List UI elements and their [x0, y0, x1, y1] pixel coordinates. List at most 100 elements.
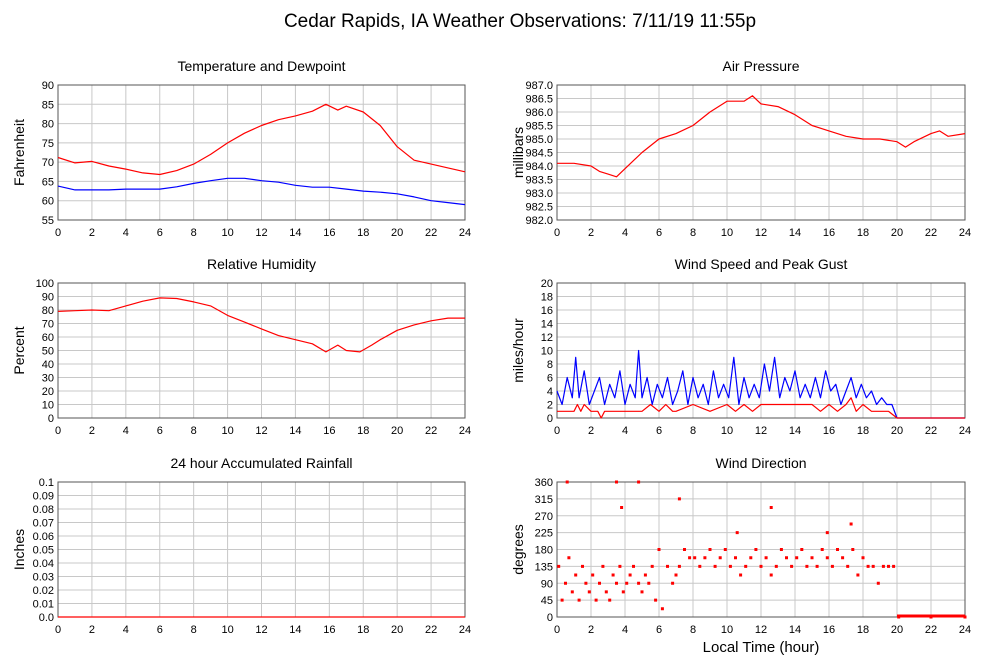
data-point — [830, 564, 834, 568]
x-tick-label: 22 — [925, 227, 937, 239]
series-line — [557, 397, 965, 419]
data-point — [637, 581, 641, 585]
x-tick-label: 14 — [789, 227, 801, 239]
x-tick-label: 0 — [554, 425, 560, 437]
data-point — [861, 556, 865, 560]
y-tick-label: 983.5 — [525, 175, 553, 187]
data-point — [654, 598, 658, 602]
data-point — [560, 598, 564, 602]
x-tick-label: 18 — [357, 227, 369, 239]
y-tick-label: 18 — [541, 292, 553, 304]
y-tick-label: 0.0 — [39, 612, 54, 624]
y-axis-label: degrees — [510, 524, 526, 575]
x-tick-label: 16 — [823, 425, 835, 437]
data-point — [887, 564, 890, 568]
data-point — [565, 480, 569, 484]
x-tick-label: 0 — [554, 227, 560, 239]
x-tick-label: 18 — [357, 624, 369, 636]
x-tick-label: 2 — [89, 425, 95, 437]
x-tick-label: 20 — [391, 624, 403, 636]
x-tick-label: 2 — [588, 624, 594, 636]
series-line — [57, 297, 465, 353]
y-tick-label: 984.5 — [525, 148, 553, 160]
data-point — [754, 548, 758, 551]
data-point — [795, 556, 799, 560]
x-tick-label: 10 — [221, 425, 233, 437]
y-tick-label: 20 — [541, 278, 553, 290]
x-tick-label: 14 — [289, 624, 301, 636]
data-point — [591, 573, 595, 577]
x-tick-label: 2 — [89, 624, 95, 636]
data-point — [647, 581, 651, 585]
y-tick-label: 982.5 — [525, 202, 553, 214]
data-point — [749, 556, 753, 560]
data-point — [693, 556, 697, 560]
y-tick-label: 0 — [48, 413, 54, 425]
data-point — [557, 564, 561, 568]
y-tick-label: 360 — [535, 477, 553, 489]
data-point — [892, 564, 896, 568]
x-tick-label: 12 — [755, 227, 767, 239]
data-point — [759, 564, 763, 568]
data-point — [841, 556, 845, 560]
x-tick-label: 4 — [622, 425, 628, 437]
series-line — [556, 349, 965, 419]
x-tick-label: 12 — [255, 425, 267, 437]
data-point — [744, 564, 748, 568]
data-point — [728, 564, 732, 568]
y-tick-label: 987.0 — [525, 80, 553, 92]
x-tick-label: 10 — [721, 624, 733, 636]
x-tick-label: 6 — [157, 624, 163, 636]
data-point — [660, 607, 664, 611]
x-tick-label: 14 — [789, 425, 801, 437]
y-tick-label: 45 — [541, 595, 553, 607]
y-axis-label: miles/hour — [510, 318, 526, 383]
x-tick-label: 16 — [823, 624, 835, 636]
dir-title: Wind Direction — [715, 455, 806, 471]
data-point — [628, 573, 632, 577]
data-point — [650, 564, 654, 568]
rh-title: Relative Humidity — [207, 256, 316, 272]
y-axis-label: Inches — [11, 529, 27, 570]
x-tick-label: 14 — [289, 425, 301, 437]
x-axis-label: Local Time (hour) — [703, 639, 820, 656]
data-point — [735, 531, 739, 535]
y-tick-label: 0.07 — [33, 518, 54, 530]
y-tick-label: 12 — [541, 332, 553, 344]
data-point — [790, 564, 794, 568]
data-point — [836, 548, 839, 551]
data-point — [825, 531, 829, 535]
y-tick-label: 986.0 — [525, 107, 553, 119]
x-tick-label: 2 — [588, 227, 594, 239]
x-tick-label: 20 — [391, 227, 403, 239]
y-tick-label: 986.5 — [525, 94, 553, 106]
data-point — [608, 598, 612, 602]
data-point — [876, 581, 880, 585]
data-point — [671, 581, 675, 585]
x-tick-label: 22 — [425, 227, 437, 239]
data-point — [611, 573, 615, 577]
rain-title: 24 hour Accumulated Rainfall — [170, 455, 352, 471]
y-tick-label: 0 — [547, 612, 553, 624]
y-tick-label: 20 — [42, 386, 54, 398]
data-point — [564, 581, 567, 585]
x-tick-label: 4 — [622, 227, 628, 239]
x-tick-label: 24 — [459, 624, 471, 636]
y-tick-label: 0.09 — [33, 491, 54, 503]
x-tick-label: 4 — [622, 624, 628, 636]
data-point — [620, 506, 624, 509]
data-point — [683, 548, 686, 551]
x-tick-label: 10 — [721, 425, 733, 437]
y-tick-label: 60 — [42, 332, 54, 344]
y-tick-label: 90 — [42, 292, 54, 304]
y-tick-label: 10 — [541, 346, 553, 358]
temp-title: Temperature and Dewpoint — [177, 58, 345, 74]
y-tick-label: 270 — [535, 511, 553, 523]
y-tick-label: 315 — [535, 494, 553, 506]
series-line — [57, 103, 466, 176]
x-tick-label: 4 — [123, 227, 129, 239]
x-tick-label: 20 — [891, 227, 903, 239]
data-point — [657, 548, 661, 551]
